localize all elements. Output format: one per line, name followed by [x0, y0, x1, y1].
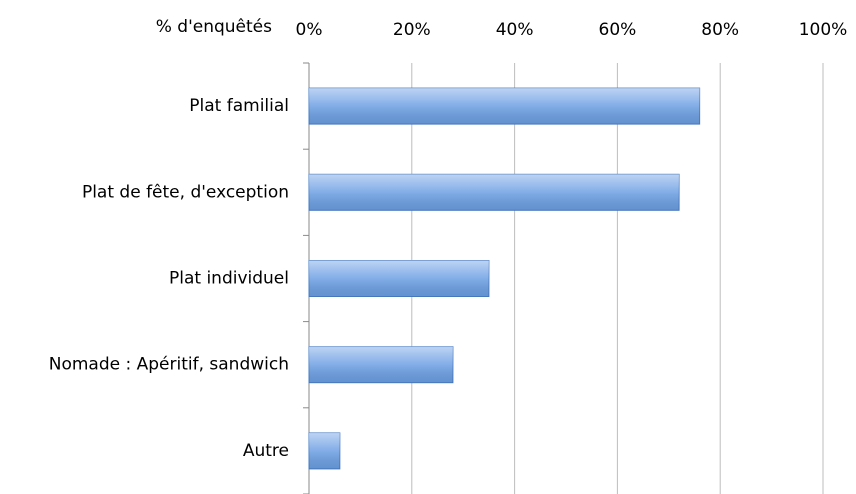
y-tick-label: Plat de fête, d'exception [82, 182, 289, 202]
x-tick-label: 80% [701, 20, 739, 40]
bar-shine [309, 346, 453, 383]
y-tick-label: Nomade : Apéritif, sandwich [49, 355, 289, 375]
bar-shine [309, 174, 680, 211]
y-tick-label: Plat individuel [169, 269, 289, 289]
x-tick-label: 60% [599, 20, 637, 40]
y-tick-label: Plat familial [189, 96, 289, 116]
bar-shine [309, 432, 340, 469]
bar-shine [309, 260, 489, 297]
x-tick-label: 100% [799, 20, 848, 40]
bar-shine [309, 88, 700, 125]
x-tick-label: 20% [393, 20, 431, 40]
x-tick-label: 40% [496, 20, 534, 40]
axis-label: % d'enquêtés [156, 17, 272, 37]
y-tick-label: Autre [243, 441, 289, 461]
x-tick-label: 0% [296, 20, 323, 40]
